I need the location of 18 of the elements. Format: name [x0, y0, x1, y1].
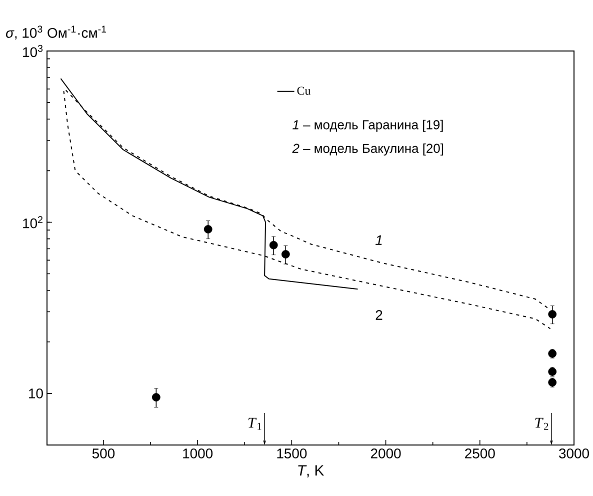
x-tick-label: 1500: [277, 448, 307, 458]
y-tick-label: 10$^{3}$: [23, 44, 43, 58]
x-tick-label: 2000: [370, 448, 401, 458]
legend-label: Cu: [297, 86, 311, 95]
annotation: 2: [376, 310, 382, 320]
annotation: 1: [375, 235, 382, 245]
annotation: 2 – модель Бакулина [20]: [292, 143, 444, 156]
x-tick-label: 1000: [183, 448, 213, 458]
x-axis-title: T, K: [298, 465, 324, 478]
annotation: 1 – модель Гаранина [19]: [292, 120, 443, 132]
x-tick-label: 3000: [559, 448, 589, 458]
ref-line-label: T$_{1}$: [248, 418, 262, 430]
x-tick-label: 500: [92, 448, 115, 458]
y-tick-label: 10$^{2}$: [23, 216, 42, 228]
ref-line-label: T$_{2}$: [535, 418, 548, 430]
x-tick-label: 2500: [465, 448, 495, 458]
y-tick-label: 10: [29, 388, 43, 398]
y-axis-title: σ, 10$^{3}$ Ом$^{-1}$·см$^{-1}$: [6, 26, 106, 40]
